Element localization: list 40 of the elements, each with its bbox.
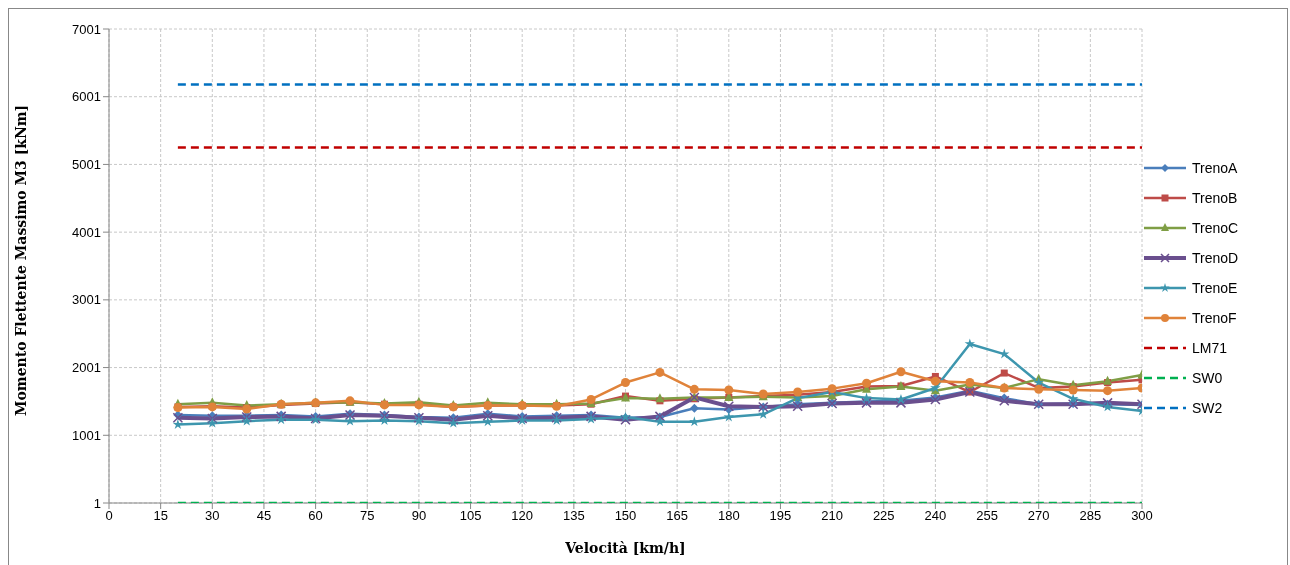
x-tick-label: 135	[563, 508, 585, 524]
legend-label: SW2	[1192, 399, 1223, 416]
legend-label: TrenoE	[1192, 279, 1238, 296]
x-tick-label: 270	[1027, 508, 1050, 524]
x-tick-label: 195	[769, 508, 792, 524]
y-tick-label: 1	[93, 495, 101, 511]
x-tick-label: 15	[153, 508, 168, 524]
legend-label: LM71	[1192, 339, 1228, 356]
x-tick-label: 60	[308, 508, 323, 524]
y-tick-label: 3001	[72, 292, 101, 308]
y-axis-title: Momento Flettente Massimo M3 [kNm]	[12, 104, 29, 416]
y-tick-label: 1001	[72, 427, 101, 443]
x-tick-label: 165	[666, 508, 688, 524]
x-tick-label: 300	[1131, 508, 1153, 524]
x-axis-title: Velocità [km/h]	[564, 540, 686, 556]
legend-label: TrenoC	[1192, 219, 1239, 236]
x-tick-label: 225	[872, 508, 895, 524]
y-tick-label: 5001	[72, 157, 101, 173]
y-tick-label: 7001	[72, 21, 101, 37]
x-tick-label: 285	[1079, 508, 1102, 524]
x-tick-label: 0	[105, 508, 113, 524]
x-tick-label: 210	[821, 508, 843, 524]
x-tick-label: 150	[614, 508, 637, 524]
legend-label: SW0	[1192, 369, 1223, 386]
legend-label: TrenoA	[1192, 159, 1238, 176]
x-tick-label: 30	[205, 508, 220, 524]
x-tick-label: 90	[411, 508, 427, 524]
x-tick-label: 45	[256, 508, 272, 524]
x-tick-label: 75	[360, 508, 375, 524]
x-tick-label: 105	[459, 508, 482, 524]
y-tick-label: 6001	[72, 89, 101, 105]
y-tick-label: 4001	[72, 224, 101, 240]
x-tick-label: 120	[511, 508, 534, 524]
x-tick-label: 255	[976, 508, 998, 524]
legend-label: TrenoB	[1192, 189, 1238, 206]
x-tick-label: 240	[924, 508, 947, 524]
legend-label: TrenoD	[1192, 249, 1239, 266]
legend-label: TrenoF	[1192, 309, 1237, 326]
x-tick-label: 180	[717, 508, 740, 524]
y-tick-label: 2001	[72, 360, 101, 376]
